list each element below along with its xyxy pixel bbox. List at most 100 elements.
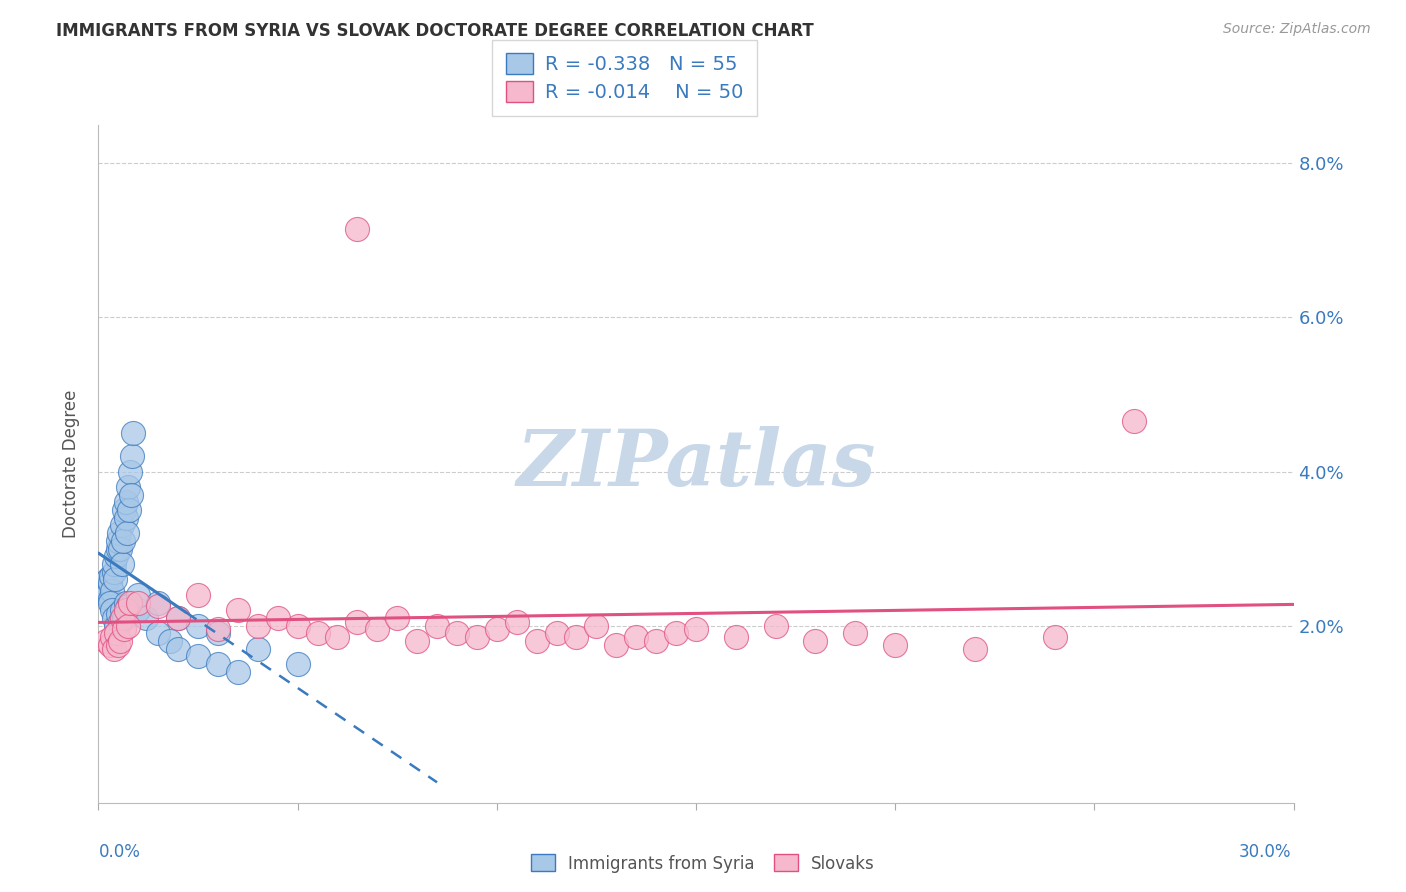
Point bbox=[110, 615, 132, 629]
Text: 0.0%: 0.0% bbox=[98, 843, 141, 861]
Point bbox=[112, 623, 135, 637]
Point bbox=[103, 565, 125, 579]
Point bbox=[326, 630, 349, 644]
Point bbox=[385, 611, 409, 625]
Point bbox=[96, 588, 118, 602]
Point bbox=[546, 626, 568, 640]
Point bbox=[120, 595, 142, 609]
Point bbox=[96, 634, 118, 648]
Point bbox=[98, 576, 122, 591]
Point bbox=[346, 222, 368, 236]
Text: 30.0%: 30.0% bbox=[1239, 843, 1291, 861]
Legend: R = -0.338   N = 55, R = -0.014    N = 50: R = -0.338 N = 55, R = -0.014 N = 50 bbox=[492, 39, 756, 116]
Point bbox=[107, 607, 129, 621]
Point bbox=[117, 480, 139, 494]
Point bbox=[127, 595, 149, 609]
Point bbox=[107, 638, 129, 652]
Point bbox=[120, 465, 142, 479]
Point bbox=[148, 626, 170, 640]
Point bbox=[246, 641, 269, 656]
Point bbox=[159, 634, 181, 648]
Point bbox=[207, 657, 229, 672]
Point bbox=[120, 488, 142, 502]
Point bbox=[104, 573, 127, 587]
Text: ZIPatlas: ZIPatlas bbox=[516, 425, 876, 502]
Point bbox=[485, 623, 508, 637]
Point bbox=[121, 449, 143, 463]
Point bbox=[97, 573, 120, 587]
Text: IMMIGRANTS FROM SYRIA VS SLOVAK DOCTORATE DEGREE CORRELATION CHART: IMMIGRANTS FROM SYRIA VS SLOVAK DOCTORAT… bbox=[56, 22, 814, 40]
Point bbox=[465, 630, 488, 644]
Point bbox=[226, 603, 249, 617]
Point bbox=[111, 603, 134, 617]
Point bbox=[114, 510, 136, 524]
Point bbox=[585, 618, 607, 632]
Point bbox=[1043, 630, 1066, 644]
Point bbox=[148, 595, 170, 609]
Point bbox=[287, 618, 309, 632]
Point bbox=[665, 626, 688, 640]
Point bbox=[187, 618, 209, 632]
Point bbox=[207, 623, 229, 637]
Point bbox=[963, 641, 986, 656]
Point bbox=[105, 626, 128, 640]
Point bbox=[98, 595, 122, 609]
Point bbox=[105, 618, 128, 632]
Point bbox=[167, 611, 190, 625]
Point bbox=[267, 611, 290, 625]
Point bbox=[167, 641, 190, 656]
Point bbox=[724, 630, 747, 644]
Point bbox=[103, 557, 125, 571]
Point bbox=[187, 588, 209, 602]
Point bbox=[101, 584, 124, 599]
Point bbox=[94, 584, 117, 599]
Point bbox=[107, 541, 129, 556]
Y-axis label: Doctorate Degree: Doctorate Degree bbox=[62, 390, 80, 538]
Point bbox=[98, 591, 121, 606]
Point bbox=[112, 503, 135, 517]
Point bbox=[115, 603, 138, 617]
Point bbox=[135, 611, 157, 625]
Point bbox=[118, 503, 141, 517]
Point bbox=[115, 595, 138, 609]
Point bbox=[93, 576, 115, 591]
Point bbox=[804, 634, 827, 648]
Point bbox=[148, 599, 170, 614]
Point bbox=[112, 611, 135, 625]
Point bbox=[446, 626, 468, 640]
Point bbox=[115, 526, 138, 541]
Point bbox=[307, 626, 329, 640]
Point bbox=[884, 638, 907, 652]
Point bbox=[246, 618, 269, 632]
Point bbox=[645, 634, 668, 648]
Point bbox=[526, 634, 548, 648]
Point bbox=[108, 526, 131, 541]
Point bbox=[115, 495, 138, 509]
Point bbox=[122, 425, 145, 440]
Point bbox=[96, 580, 118, 594]
Point bbox=[506, 615, 529, 629]
Point bbox=[117, 618, 139, 632]
Point bbox=[605, 638, 627, 652]
Point bbox=[406, 634, 429, 648]
Point bbox=[103, 641, 125, 656]
Point bbox=[110, 634, 132, 648]
Point bbox=[111, 518, 134, 533]
Point bbox=[100, 568, 122, 582]
Point bbox=[101, 630, 124, 644]
Point bbox=[187, 649, 209, 664]
Point bbox=[426, 618, 449, 632]
Point bbox=[1123, 415, 1146, 429]
Point bbox=[107, 533, 129, 548]
Point bbox=[626, 630, 648, 644]
Point bbox=[110, 541, 132, 556]
Point bbox=[167, 611, 190, 625]
Legend: Immigrants from Syria, Slovaks: Immigrants from Syria, Slovaks bbox=[524, 847, 882, 880]
Point bbox=[111, 611, 134, 625]
Point bbox=[112, 533, 135, 548]
Point bbox=[565, 630, 588, 644]
Text: Source: ZipAtlas.com: Source: ZipAtlas.com bbox=[1223, 22, 1371, 37]
Point bbox=[127, 603, 149, 617]
Point bbox=[101, 603, 124, 617]
Point bbox=[287, 657, 309, 672]
